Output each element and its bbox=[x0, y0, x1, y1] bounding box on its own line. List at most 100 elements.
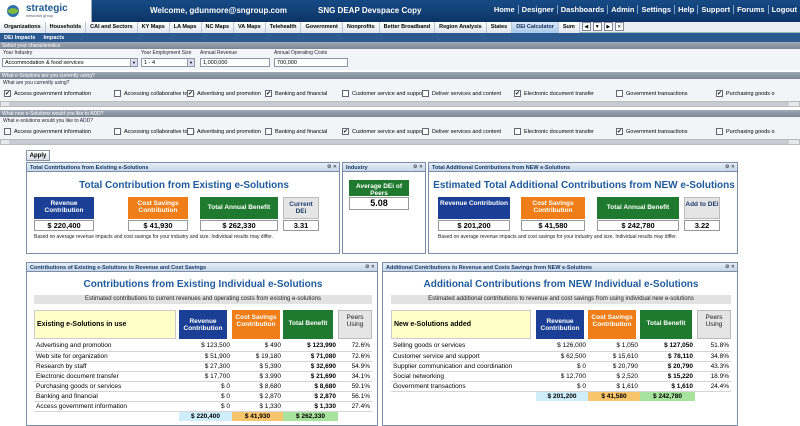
nav-admin[interactable]: Admin bbox=[607, 5, 637, 14]
checkbox[interactable] bbox=[716, 128, 723, 135]
checkbox[interactable]: ✔ bbox=[616, 128, 623, 135]
tab-organizations[interactable]: Organizations bbox=[0, 22, 46, 33]
revenue-contribution-tile: Revenue Contribution bbox=[34, 197, 94, 219]
adding-scrollbar[interactable] bbox=[0, 139, 800, 145]
tab-menu-icon[interactable]: ▼ bbox=[592, 22, 602, 31]
top-header: strategic networks group Welcome, gdunmo… bbox=[0, 0, 800, 22]
checkbox[interactable] bbox=[514, 128, 521, 135]
adding-option-1[interactable]: Accessing collaborative tools bbox=[114, 128, 195, 135]
peers-cell: 51.8% bbox=[695, 341, 731, 352]
total-cell: $ 71,080 bbox=[283, 351, 338, 362]
cost-cell: $ 5,390 bbox=[232, 361, 283, 372]
adding-option-5[interactable]: Deliver services and content bbox=[422, 128, 501, 135]
nav-forums[interactable]: Forums bbox=[733, 5, 768, 14]
using-option-7[interactable]: Government transactions bbox=[616, 90, 687, 97]
table-row: Access government information $ 0 $ 1,330 $… bbox=[34, 401, 372, 412]
new-detail-title: Additional Contributions from NEW Indivi… bbox=[423, 279, 699, 290]
tab-close-icon[interactable]: ✕ bbox=[614, 22, 624, 31]
adding-option-7[interactable]: ✔ Government transactions bbox=[616, 128, 687, 135]
tab-cai-and-sectors[interactable]: CAI and Sectors bbox=[86, 22, 138, 33]
panel-controls-icon[interactable]: ⚙ ✕ bbox=[326, 164, 337, 170]
panel-title: Additional Contributions to Revenue and … bbox=[386, 264, 592, 271]
using-option-1[interactable]: Accessing collaborative tools bbox=[114, 90, 195, 97]
using-option-8[interactable]: ✔ Purchasing goods o bbox=[716, 90, 775, 97]
nav-settings[interactable]: Settings bbox=[637, 5, 674, 14]
tab-nonprofits[interactable]: Nonprofits bbox=[342, 22, 380, 33]
adding-option-8[interactable]: Purchasing goods o bbox=[716, 128, 775, 135]
revenue-input[interactable]: 1,000,000 bbox=[200, 58, 270, 67]
total-cost: $ 41,580 bbox=[588, 391, 640, 401]
tab-sum[interactable]: Sum bbox=[558, 22, 580, 33]
tab-households[interactable]: Households bbox=[45, 22, 87, 33]
checkbox[interactable]: ✔ bbox=[716, 90, 723, 97]
tab-nc-maps[interactable]: NC Maps bbox=[201, 22, 235, 33]
chevron-down-icon[interactable]: ▼ bbox=[187, 59, 194, 66]
tab-better-broadband[interactable]: Better Broadband bbox=[379, 22, 436, 33]
checkbox[interactable] bbox=[422, 128, 429, 135]
checkbox[interactable]: ✔ bbox=[342, 128, 349, 135]
total-revenue: $ 201,200 bbox=[536, 391, 588, 401]
revenue-cell: $ 12,700 bbox=[536, 371, 588, 382]
industry-header: Industry ⚙ ✕ bbox=[343, 163, 425, 172]
checkbox[interactable] bbox=[265, 128, 272, 135]
table-row: Selling goods or services $ 126,000 $ 1,05… bbox=[391, 341, 731, 352]
tab-states[interactable]: States bbox=[486, 22, 513, 33]
costs-input[interactable]: 700,000 bbox=[274, 58, 348, 67]
tab-region-analysis[interactable]: Region Analysis bbox=[435, 22, 487, 33]
total-cell: $ 2,870 bbox=[283, 391, 338, 402]
nav-support[interactable]: Support bbox=[697, 5, 733, 14]
new-total-tile: Total Annual Benefit bbox=[597, 197, 679, 219]
panel-controls-icon[interactable]: ⚙ ✕ bbox=[364, 264, 375, 270]
using-option-2[interactable]: ✔ Advertising and promotion bbox=[187, 90, 261, 97]
checkbox[interactable] bbox=[114, 90, 121, 97]
checkbox-label: Electronic document transfer bbox=[524, 128, 595, 135]
cost-cell: $ 3,990 bbox=[232, 371, 283, 382]
using-option-4[interactable]: Customer service and support bbox=[342, 90, 425, 97]
checkbox[interactable]: ✔ bbox=[187, 90, 194, 97]
size-select[interactable]: 1 - 4 ▼ bbox=[141, 58, 195, 67]
checkbox[interactable] bbox=[4, 128, 11, 135]
nav-logout[interactable]: Logout bbox=[767, 5, 800, 14]
panel-controls-icon[interactable]: ⚙ ✕ bbox=[724, 164, 735, 170]
adding-option-0[interactable]: Access government information bbox=[4, 128, 91, 135]
checkbox[interactable] bbox=[342, 90, 349, 97]
using-option-0[interactable]: ✔ Access government information bbox=[4, 90, 91, 97]
adding-option-4[interactable]: ✔ Customer service and support bbox=[342, 128, 425, 135]
adding-option-6[interactable]: Electronic document transfer bbox=[514, 128, 594, 135]
checkbox[interactable] bbox=[422, 90, 429, 97]
nav-help[interactable]: Help bbox=[674, 5, 697, 14]
checkbox[interactable]: ✔ bbox=[514, 90, 521, 97]
existing-detail-header: Contributions of Existing e-Solutions to… bbox=[27, 263, 377, 272]
nav-home[interactable]: Home bbox=[493, 5, 515, 14]
using-option-6[interactable]: ✔ Electronic document transfer bbox=[514, 90, 594, 97]
tab-government[interactable]: Government bbox=[301, 22, 343, 33]
tab-dei-calculator[interactable]: DEi Calculator bbox=[512, 22, 559, 33]
nav-dashboards[interactable]: Dashboards bbox=[556, 5, 607, 14]
panel-controls-icon[interactable]: ⚙ ✕ bbox=[724, 264, 735, 270]
tab-telehealth[interactable]: Telehealth bbox=[265, 22, 302, 33]
using-option-5[interactable]: Deliver services and content bbox=[422, 90, 501, 97]
using-scrollbar[interactable] bbox=[0, 101, 800, 107]
checkbox[interactable] bbox=[187, 128, 194, 135]
tab-scroll-right-icon[interactable]: ▶ bbox=[603, 22, 613, 31]
using-option-3[interactable]: ✔ Banking and financial bbox=[265, 90, 327, 97]
panel-controls-icon[interactable]: ⚙ ✕ bbox=[412, 164, 423, 170]
nav-designer[interactable]: Designer bbox=[517, 5, 557, 14]
adding-option-3[interactable]: Banking and financial bbox=[265, 128, 327, 135]
industry-select[interactable]: Accommodation & food services ▼ bbox=[2, 58, 138, 67]
tab-va-maps[interactable]: VA Maps bbox=[234, 22, 266, 33]
tab-la-maps[interactable]: LA Maps bbox=[169, 22, 202, 33]
adding-option-2[interactable]: Advertising and promotion bbox=[187, 128, 261, 135]
chevron-down-icon[interactable]: ▼ bbox=[130, 59, 137, 66]
subtab-impacts[interactable]: Impacts bbox=[43, 35, 65, 41]
checkbox[interactable] bbox=[616, 90, 623, 97]
apply-button[interactable]: Apply bbox=[26, 150, 50, 161]
checkbox[interactable]: ✔ bbox=[265, 90, 272, 97]
checkbox[interactable]: ✔ bbox=[4, 90, 11, 97]
subtab-dei-impacts[interactable]: DEi Impacts bbox=[4, 35, 36, 41]
tab-ky-maps[interactable]: KY Maps bbox=[137, 22, 170, 33]
table-row: Advertising and promotion $ 123,500 $ 490 $… bbox=[34, 341, 372, 352]
logo[interactable]: strategic networks group bbox=[0, 0, 92, 22]
checkbox[interactable] bbox=[114, 128, 121, 135]
tab-scroll-left-icon[interactable]: ◀ bbox=[581, 22, 591, 31]
